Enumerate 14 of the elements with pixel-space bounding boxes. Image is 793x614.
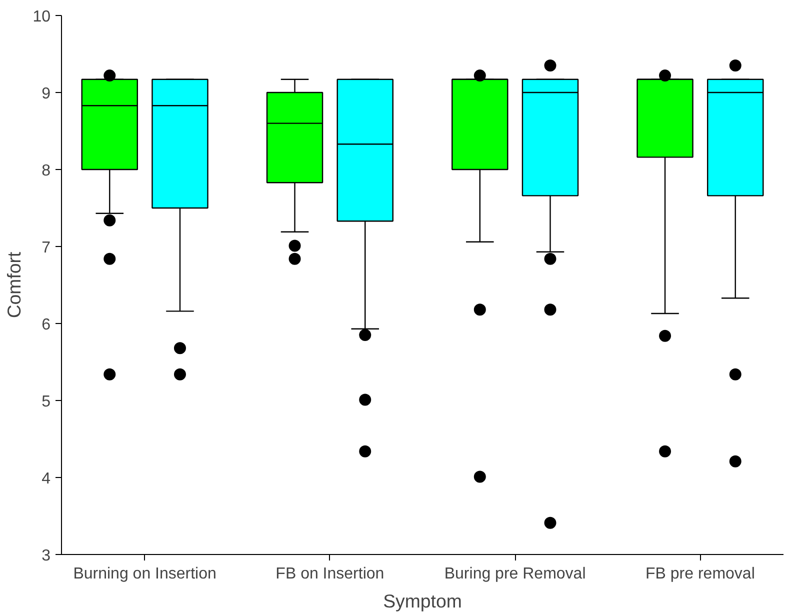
x-tick-label: FB on Insertion — [276, 566, 384, 582]
x-tick-label: Burning on Insertion — [73, 566, 216, 582]
x-tick-label: Buring pre Removal — [444, 566, 586, 582]
x-tick-label: FB pre removal — [646, 566, 755, 582]
x-axis-title: Symptom — [383, 590, 462, 612]
y-tick-label: 4 — [42, 470, 51, 488]
y-tick-label: 7 — [42, 240, 51, 256]
y-tick-label: 5 — [42, 394, 51, 410]
y-tick-label: 8 — [42, 162, 51, 180]
y-tick-label: 3 — [42, 548, 51, 564]
y-tick-label: 6 — [42, 316, 51, 334]
y-tick-label: 10 — [32, 8, 51, 26]
y-axis-title: Comfort — [4, 251, 25, 318]
y-tick-label: 9 — [42, 86, 51, 102]
